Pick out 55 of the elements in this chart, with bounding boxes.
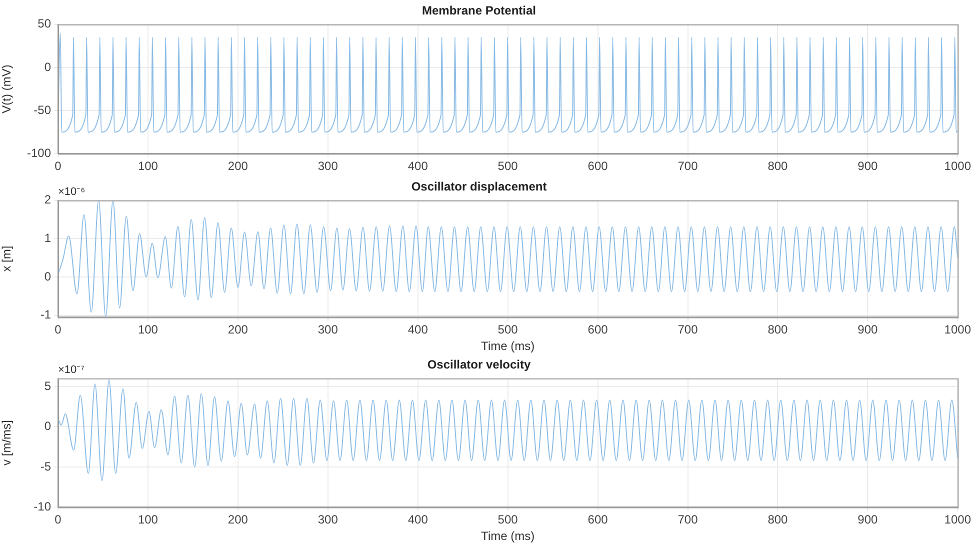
y-tick-label: -5 [40,459,52,474]
y-tick-label: -1 [40,308,52,322]
x-axis-title: Time (ms) [481,339,535,354]
y-tick-label: 5 [44,378,52,393]
x-tick-label: 300 [318,512,338,527]
x-tick-label: 600 [588,159,608,174]
y-tick-label: 2 [44,192,52,207]
x-tick-label: 0 [54,159,62,174]
x-tick-label: 0 [54,512,62,527]
y-tick-label: 1 [44,231,52,246]
y-tick-label: -100 [26,146,52,160]
x-tick-label: 800 [768,159,788,174]
x-tick-label: 400 [408,512,428,527]
x-tick-label: 1000 [944,512,972,527]
x-tick-label: 600 [588,512,608,527]
x-axis-title: Time (ms) [481,529,535,544]
x-tick-label: 100 [138,322,158,337]
x-tick-label: 300 [318,322,338,337]
x-tick-label: 500 [498,322,518,337]
x-tick-label: 900 [858,512,878,527]
x-tick-label: 900 [858,322,878,337]
x-tick-label: 100 [138,512,158,527]
x-tick-label: 500 [498,159,518,174]
x-tick-label: 200 [228,322,248,337]
x-tick-label: 200 [228,512,248,527]
x-tick-label: 600 [588,322,608,337]
chart-title: Membrane Potential [422,4,536,18]
x-tick-label: 500 [498,512,518,527]
text: ×10⁻⁶ [58,186,86,198]
y-tick-label: 50 [38,16,52,31]
x-tick-label: 700 [678,322,698,337]
y-axis-title: x [m] [0,246,14,272]
x-tick-label: 0 [54,322,62,337]
x-tick-label: 400 [408,159,428,174]
x-tick-label: 700 [678,159,698,174]
x-tick-label: 1000 [944,159,972,174]
y-axis-title: v [m/ms] [0,420,14,466]
x-tick-label: 1000 [944,322,972,337]
x-tick-label: 800 [768,322,788,337]
chart-title: Oscillator velocity [427,358,532,372]
y-tick-label: 0 [44,419,52,434]
y-tick-label: -50 [34,102,52,117]
x-tick-label: 800 [768,512,788,527]
x-tick-label: 400 [408,322,428,337]
x-tick-label: 200 [228,159,248,174]
x-tick-label: 900 [858,159,878,174]
text: ×10⁻⁷ [58,364,85,376]
chart-title: Oscillator displacement [411,180,547,194]
x-tick-label: 100 [138,159,158,174]
y-tick-label: 0 [44,269,52,284]
y-tick-label: -10 [34,500,52,514]
x-tick-label: 700 [678,512,698,527]
y-axis-title: V(t) (mV) [0,64,14,114]
x-tick-label: 300 [318,159,338,174]
y-tick-label: 0 [44,60,52,74]
